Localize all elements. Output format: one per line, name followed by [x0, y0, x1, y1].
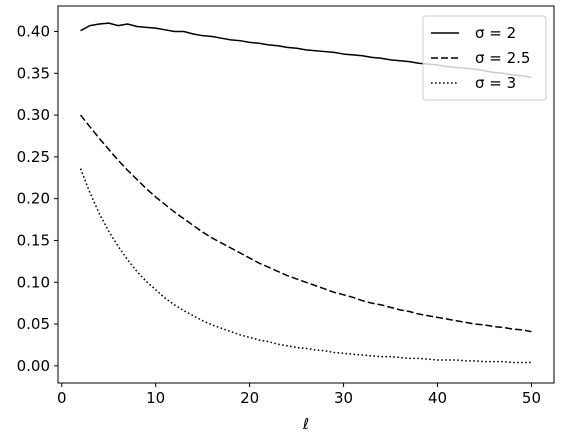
- y-tick-label: 0.05: [17, 315, 50, 333]
- series-line-2: [79, 114, 532, 333]
- legend: σ = 2 σ = 2.5 σ = 3: [422, 15, 547, 101]
- x-axis-label: ℓ: [302, 415, 309, 433]
- legend-box: [422, 15, 547, 101]
- y-tick-label: 0.25: [17, 148, 50, 166]
- x-tick-label: 0: [57, 389, 67, 407]
- y-tick-label: 0.00: [17, 357, 50, 375]
- series-line-3: [79, 168, 532, 364]
- y-axis: 0.00 0.05 0.10 0.15 0.20 0.25 0.30 0.35 0.40: [17, 22, 58, 375]
- x-axis: 0 10 20 30 40 50: [57, 383, 541, 407]
- x-tick-label: 20: [240, 389, 259, 407]
- x-tick-label: 50: [522, 389, 541, 407]
- y-tick-label: 0.35: [17, 64, 50, 82]
- legend-label-1: σ = 2: [475, 24, 516, 42]
- y-tick-label: 0.10: [17, 273, 50, 291]
- legend-label-3: σ = 3: [475, 74, 516, 92]
- x-tick-label: 40: [428, 389, 447, 407]
- x-tick-label: 30: [334, 389, 353, 407]
- plot-frame: [57, 5, 555, 384]
- y-tick-label: 0.20: [17, 190, 50, 208]
- y-tick-label: 0.40: [17, 22, 50, 40]
- y-tick-label: 0.15: [17, 231, 50, 249]
- y-tick-label: 0.30: [17, 106, 50, 124]
- x-tick-label: 10: [146, 389, 165, 407]
- legend-label-2: σ = 2.5: [475, 49, 530, 67]
